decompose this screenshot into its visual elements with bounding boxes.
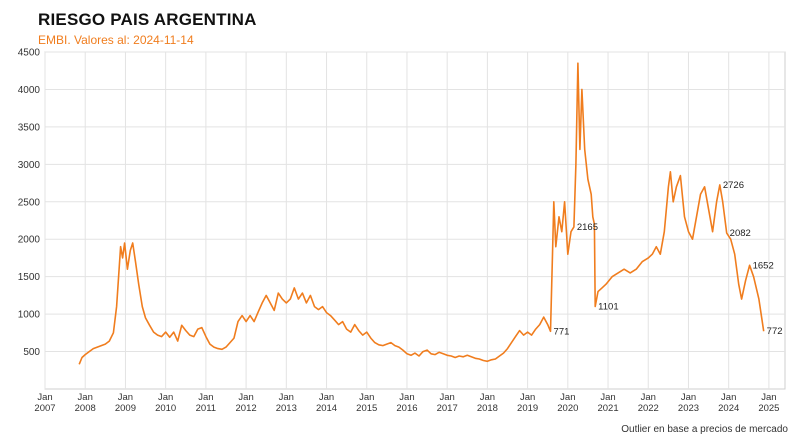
y-axis: 500 1000 1500 2000 2500 3000 3500 4000 4500 [18,48,41,359]
y-tick-label: 3000 [18,160,41,171]
x-tick-month: Jan [480,392,495,403]
y-tick-label: 4000 [18,85,41,96]
plot-frame [44,51,786,390]
chart-subtitle: EMBI. Valores al: 2024-11-14 [38,33,194,47]
x-tick-year: 2013 [276,403,297,414]
x-tick-year: 2011 [196,403,216,414]
x-tick-year: 2014 [316,403,337,414]
y-tick-label: 500 [23,347,40,358]
x-tick-year: 2009 [115,403,136,414]
x-tick-month: Jan [761,392,776,403]
x-tick-month: Jan [319,392,334,403]
x-tick-month: Jan [198,392,213,403]
x-tick-month: Jan [158,392,173,403]
x-tick-year: 2007 [34,403,55,414]
x-tick-month: Jan [440,392,455,403]
data-label: 2082 [730,228,751,239]
x-tick-month: Jan [279,392,294,403]
x-tick-month: Jan [600,392,615,403]
x-tick-month: Jan [118,392,133,403]
x-tick-year: 2024 [718,403,739,414]
data-label: 1652 [753,260,774,271]
x-tick-year: 2023 [678,403,699,414]
x-tick-month: Jan [681,392,696,403]
x-axis: Jan2007Jan2008Jan2009Jan2010Jan2011Jan20… [34,392,779,414]
x-tick-month: Jan [721,392,736,403]
chart-title: RIESGO PAIS ARGENTINA [38,10,257,29]
x-tick-year: 2012 [236,403,257,414]
x-tick-month: Jan [359,392,374,403]
y-tick-label: 2000 [18,235,41,246]
x-tick-month: Jan [399,392,414,403]
x-tick-year: 2025 [758,403,779,414]
annotations: 771 2165 1101 2726 2082 1652 772 [554,180,783,337]
x-tick-year: 2021 [597,403,618,414]
x-tick-year: 2008 [75,403,96,414]
x-tick-year: 2010 [155,403,176,414]
x-tick-month: Jan [520,392,535,403]
data-label: 1101 [598,302,618,313]
x-tick-month: Jan [641,392,656,403]
y-tick-label: 1500 [18,272,41,283]
series-line-riesgo-pais [78,62,765,365]
y-tick-label: 1000 [18,310,41,321]
x-tick-month: Jan [37,392,52,403]
data-label: 2726 [723,180,744,191]
x-tick-month: Jan [560,392,575,403]
x-tick-month: Jan [78,392,93,403]
x-tick-year: 2019 [517,403,538,414]
data-label: 772 [767,326,783,337]
x-tick-year: 2018 [477,403,498,414]
data-label: 2165 [577,222,598,233]
x-tick-year: 2015 [356,403,377,414]
x-tick-year: 2022 [638,403,659,414]
y-tick-label: 2500 [18,197,41,208]
data-label: 771 [554,326,570,337]
x-tick-year: 2017 [437,403,458,414]
footnote: Outlier en base a precios de mercado [621,424,788,435]
x-tick-year: 2020 [557,403,578,414]
x-tick-year: 2016 [396,403,417,414]
y-tick-label: 3500 [18,122,41,133]
grid-lines [44,51,786,390]
y-tick-label: 4500 [18,48,41,59]
x-tick-month: Jan [238,392,253,403]
